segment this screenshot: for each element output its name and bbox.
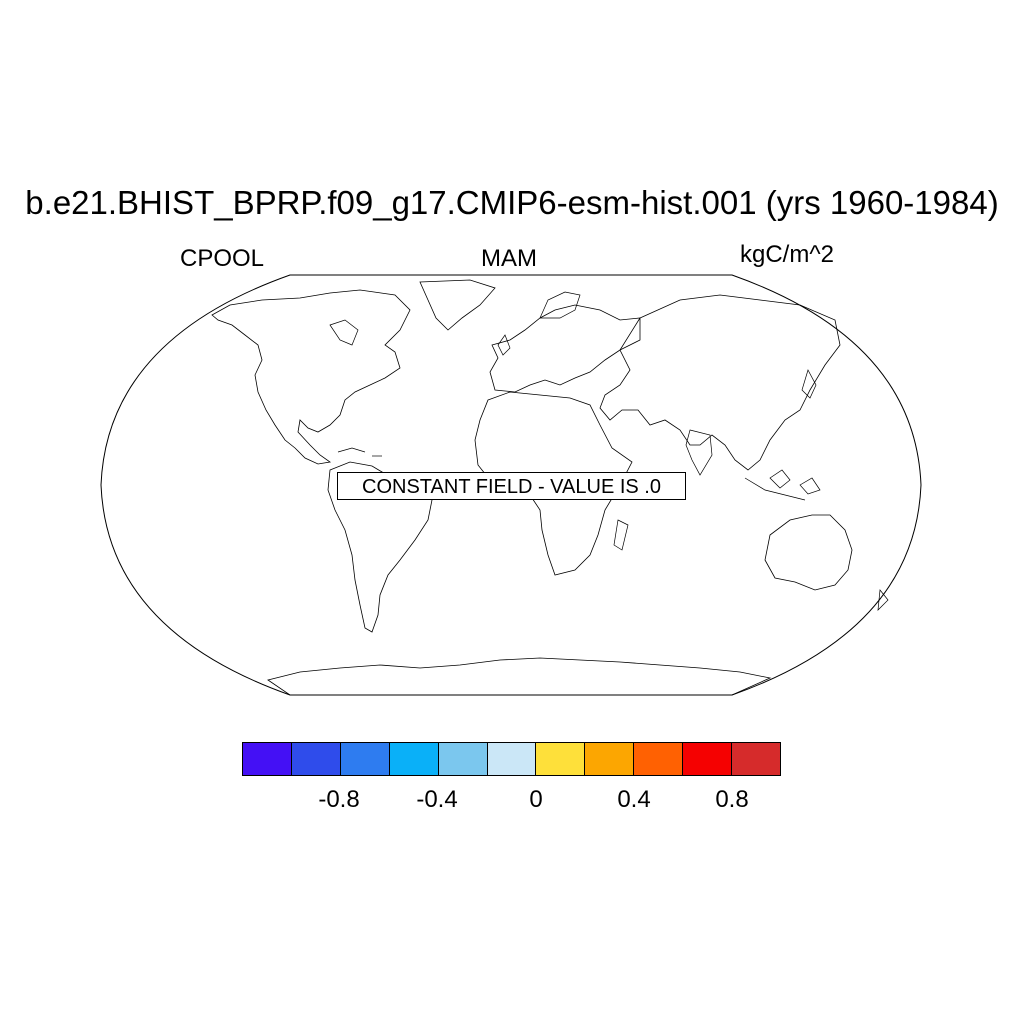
coastline-asia [599,294,841,471]
colorbar-swatch [732,743,780,775]
colorbar-tick-label: -0.8 [318,786,360,813]
colorbar-swatch [634,743,684,775]
colorbar-swatch [536,743,586,775]
colorbar-swatch [243,743,292,775]
coastline-antarctica [267,657,772,696]
coastline-north-america [211,289,411,465]
colorbar-tick-label: 0 [529,786,543,813]
colorbar-tick-label: 0.4 [617,786,651,813]
variable-label: CPOOL [180,245,265,272]
colorbar-swatch [487,743,537,775]
colorbar-swatch [683,743,733,775]
colorbar-swatch [389,743,439,775]
season-label: MAM [481,245,537,272]
colorbar-tick-label: -0.4 [416,786,458,813]
colorbar-swatch [291,743,341,775]
figure-title: b.e21.BHIST_BPRP.f09_g17.CMIP6-esm-hist.… [25,184,999,221]
colorbar [242,742,781,776]
colorbar-swatch [585,743,635,775]
constant-field-annotation: CONSTANT FIELD - VALUE IS .0 [337,472,686,500]
units-label: kgC/m^2 [740,241,834,268]
coastline-australia [764,514,853,591]
coastline-greenland [419,279,496,331]
colorbar-swatch [438,743,488,775]
colorbar-swatch [340,743,390,775]
colorbar-tick-label: 0.8 [715,786,749,813]
coastline-europe [489,304,641,393]
